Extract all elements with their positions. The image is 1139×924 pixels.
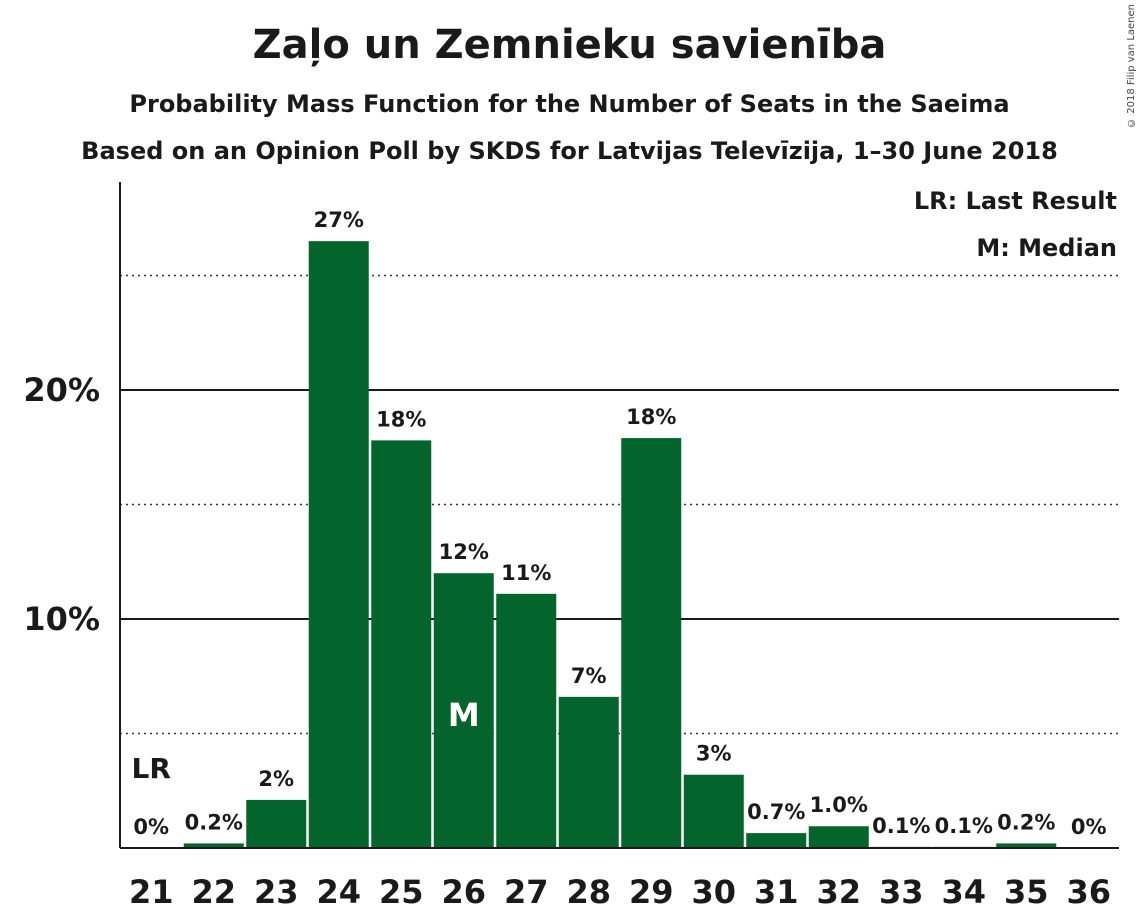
chart-subtitle: Probability Mass Function for the Number…	[129, 90, 1010, 118]
data-label-27: 11%	[501, 561, 551, 585]
legend-entry: M: Median	[976, 234, 1117, 262]
data-label-32: 1.0%	[810, 793, 868, 817]
data-label-23: 2%	[258, 767, 294, 791]
bar-27	[496, 593, 557, 848]
data-label-25: 18%	[376, 407, 426, 431]
x-tick-label: 31	[754, 873, 799, 911]
data-label-22: 0.2%	[185, 810, 243, 834]
bar-22	[183, 843, 244, 848]
bar-29	[621, 438, 682, 848]
data-label-28: 7%	[571, 664, 607, 688]
y-tick-label: 10%	[23, 600, 100, 638]
data-label-36: 0%	[1071, 815, 1107, 839]
chart-source: Based on an Opinion Poll by SKDS for Lat…	[81, 137, 1058, 165]
legend-entry: LR: Last Result	[914, 187, 1117, 215]
x-tick-label: 25	[379, 873, 424, 911]
bar-28	[558, 696, 619, 848]
data-label-30: 3%	[696, 742, 732, 766]
bar-30	[683, 774, 744, 848]
bar-25	[371, 440, 432, 848]
chart-title: Zaļo un Zemnieku savienība	[252, 22, 887, 68]
x-tick-label: 28	[566, 873, 611, 911]
bar-32	[808, 826, 869, 848]
y-tick-label: 20%	[23, 371, 100, 409]
bar-35	[996, 843, 1057, 848]
x-tick-label: 29	[629, 873, 674, 911]
x-tick-label: 36	[1066, 873, 1111, 911]
x-tick-label: 34	[941, 873, 986, 911]
x-tick-label: 33	[879, 873, 924, 911]
bar-24	[308, 241, 369, 848]
data-label-21: 0%	[133, 815, 169, 839]
data-label-34: 0.1%	[935, 814, 993, 838]
x-tick-label: 21	[129, 873, 174, 911]
x-tick-label: 27	[504, 873, 549, 911]
data-label-31: 0.7%	[747, 800, 805, 824]
data-label-26: 12%	[439, 540, 489, 564]
x-tick-label: 35	[1004, 873, 1049, 911]
data-label-35: 0.2%	[997, 810, 1055, 834]
x-tick-label: 22	[191, 873, 236, 911]
x-tick-label: 26	[441, 873, 486, 911]
last-result-marker: LR	[132, 752, 171, 785]
bar-23	[246, 799, 307, 848]
x-tick-label: 30	[691, 873, 736, 911]
bar-31	[746, 833, 807, 848]
data-label-29: 18%	[626, 405, 676, 429]
x-tick-label: 23	[254, 873, 299, 911]
bar-26	[433, 573, 494, 848]
data-label-24: 27%	[314, 208, 364, 232]
x-tick-label: 32	[816, 873, 861, 911]
data-label-33: 0.1%	[872, 814, 930, 838]
x-tick-label: 24	[316, 873, 361, 911]
median-marker: M	[448, 696, 480, 734]
